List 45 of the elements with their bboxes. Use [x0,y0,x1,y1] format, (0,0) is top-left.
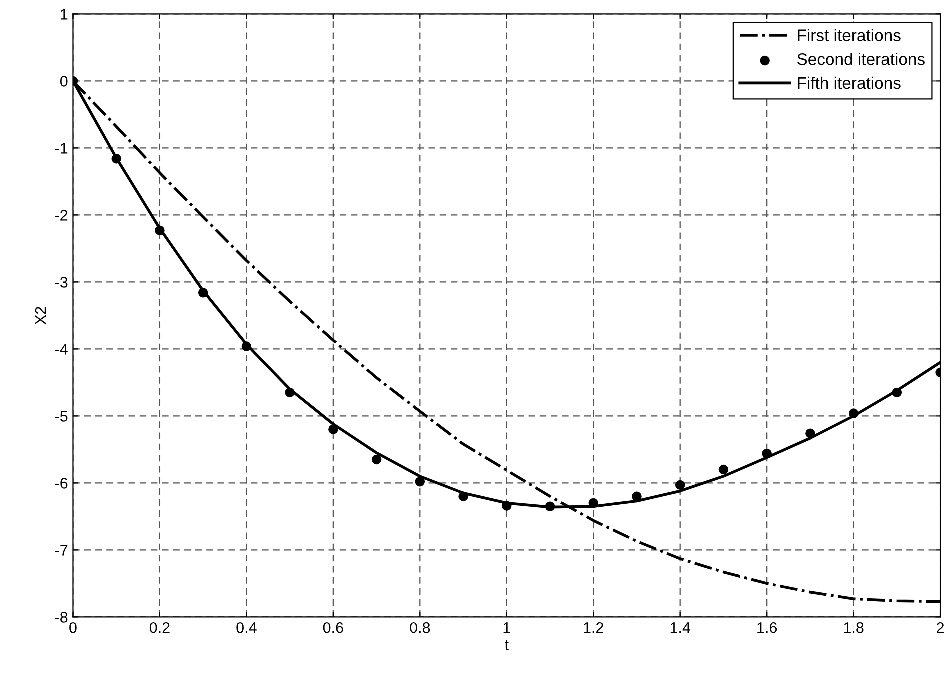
point [848,408,859,418]
x-tick-label: 0.8 [410,622,430,634]
y-tick-label: -4 [55,344,68,355]
x-tick-label: 1 [504,622,510,634]
point [545,502,556,512]
x-tick-label: 1.8 [844,622,864,634]
point [806,428,816,438]
x-tick-label: 0.6 [323,622,344,634]
x-axis-title: t [504,640,509,650]
point [415,476,426,487]
y-tick-label: -1 [55,143,68,154]
point [675,480,686,490]
legend-label: Second iterations [798,53,925,66]
x-tick-label: 1.2 [584,622,604,634]
x-tick-label: 0.2 [150,622,170,634]
point [155,226,165,236]
legend-label: First iterations [798,29,901,42]
y-tick-label: -7 [55,545,68,556]
point [285,388,295,398]
y-tick-label: 1 [61,9,68,20]
point [762,448,772,459]
point [112,154,122,164]
point [372,454,382,465]
x-tick-label: 0.4 [236,622,257,634]
y-tick-label: -5 [55,411,68,422]
y-axis-title: X2 [35,307,46,325]
point [198,288,208,298]
point [892,388,902,398]
point [502,501,512,511]
y-tick-label: 0 [60,76,68,87]
point [632,492,642,502]
y-tick-label: -3 [55,277,68,288]
point [718,464,729,475]
point [242,342,252,352]
point [328,424,338,434]
y-tick-label: -6 [55,478,68,489]
y-tick-label: -8 [55,612,68,623]
x-tick-label: 2 [937,622,944,634]
x-tick-label: 0 [70,622,77,634]
point [588,498,598,508]
y-tick-label: -2 [55,210,68,221]
legend-label: Fifth iterations [798,76,901,90]
point [458,492,468,502]
x-tick-label: 1.6 [758,622,778,634]
x-tick-label: 1.4 [670,622,691,634]
